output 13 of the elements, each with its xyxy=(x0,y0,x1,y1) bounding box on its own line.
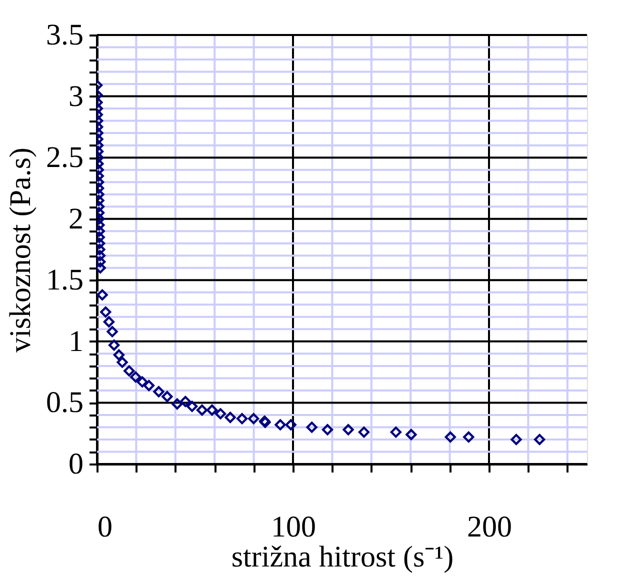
y-tick-label: 1 xyxy=(68,324,84,358)
x-tick-label: 0 xyxy=(98,510,112,544)
y-tick-label: 3 xyxy=(68,80,84,113)
x-tick-label: 100 xyxy=(271,510,316,544)
x-axis-title: strižna hitrost (s⁻¹) xyxy=(231,540,454,574)
y-tick-label: 0.5 xyxy=(46,386,84,420)
y-tick-label: 2.5 xyxy=(46,141,84,174)
y-tick-label: 3.5 xyxy=(46,18,84,52)
y-tick-label: 1.5 xyxy=(46,264,84,297)
y-tick-label: 0 xyxy=(68,448,84,480)
y-axis-title: viskoznost (Pa.s) xyxy=(4,148,37,352)
x-tick-label: 200 xyxy=(467,510,512,544)
y-tick-label: 2 xyxy=(68,202,84,236)
